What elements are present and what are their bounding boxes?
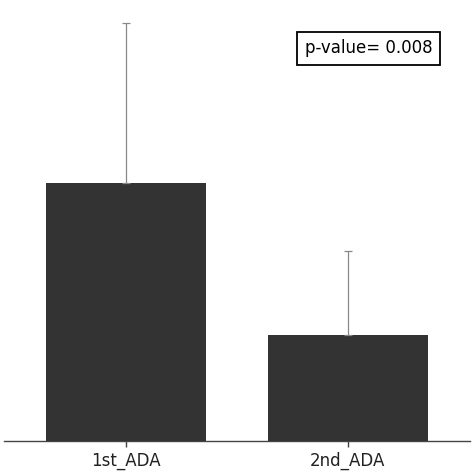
- Bar: [46, 183, 206, 441]
- Bar: [268, 335, 428, 441]
- Text: p-value= 0.008: p-value= 0.008: [305, 39, 433, 57]
